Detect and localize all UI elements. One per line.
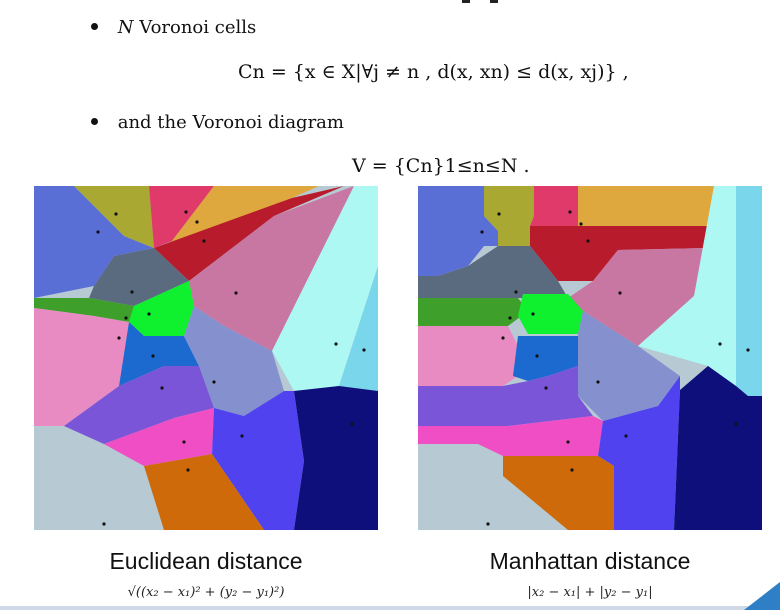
- voronoi-cell: [294, 386, 378, 530]
- slide-corner-accent: [744, 582, 780, 610]
- site-points: [96, 210, 366, 526]
- voronoi-cell: [34, 186, 154, 298]
- voronoi-cell: [418, 246, 568, 298]
- voronoi-cell: [736, 186, 762, 396]
- bullet-voronoi-cells: N Voronoi cells: [91, 16, 256, 40]
- voronoi-cell: [578, 311, 680, 421]
- euclidean-voronoi-diagram: [34, 186, 378, 530]
- voronoi-cell: [64, 366, 214, 444]
- voronoi-cell: [484, 186, 534, 246]
- voronoi-cell: [184, 306, 284, 416]
- voronoi-cell: [89, 248, 189, 306]
- voronoi-cell: [129, 281, 194, 336]
- manhattan-formula: |x₂ − x₁| + |y₂ − y₁|: [527, 585, 653, 600]
- voronoi-cell: [530, 186, 578, 226]
- voronoi-cell: [189, 186, 354, 351]
- euclidean-caption: Euclidean distance: [109, 548, 303, 574]
- voronoi-cell: [530, 226, 710, 281]
- bullet-dot: [91, 117, 98, 125]
- voronoi-cell: [418, 416, 603, 456]
- voronoi-cell: [119, 322, 199, 386]
- voronoi-cell: [272, 186, 378, 391]
- site-points: [480, 210, 750, 526]
- top-mark: [490, 0, 498, 3]
- voronoi-cell: [34, 298, 134, 322]
- slide-footer-bar: [0, 606, 780, 610]
- top-mark: [462, 0, 470, 3]
- bullet-dot: [91, 22, 98, 30]
- voronoi-cell: [74, 186, 154, 248]
- voronoi-cell: [144, 454, 264, 530]
- voronoi-cell: [418, 326, 518, 386]
- voronoi-cell: [104, 408, 214, 466]
- voronoi-cell: [149, 186, 214, 248]
- voronoi-cell: [34, 308, 129, 426]
- voronoi-cell: [418, 298, 528, 326]
- manhattan-voronoi-diagram: [418, 186, 762, 530]
- voronoi-cell: [339, 266, 378, 391]
- voronoi-cell: [503, 456, 614, 530]
- voronoi-cell: [598, 376, 680, 530]
- diagram-equation: V = {Cn}1≤n≤N .: [352, 155, 530, 177]
- voronoi-cell: [674, 366, 762, 530]
- voronoi-cell: [518, 294, 583, 334]
- bullet-voronoi-diagram: and the Voronoi diagram: [91, 111, 344, 135]
- voronoi-cell: [513, 336, 578, 381]
- voronoi-cell: [578, 186, 714, 226]
- manhattan-caption: Manhattan distance: [489, 548, 691, 574]
- voronoi-cell: [568, 248, 706, 346]
- voronoi-cell: [638, 186, 762, 386]
- bullet-text: and the Voronoi diagram: [117, 112, 344, 133]
- diagram-equation-text: V = {Cn}1≤n≤N .: [352, 155, 530, 177]
- voronoi-cell: [212, 391, 304, 530]
- voronoi-cell: [418, 366, 593, 426]
- voronoi-cell: [418, 186, 498, 276]
- bullet-symbol: N: [117, 17, 134, 38]
- bullet-text: Voronoi cells: [139, 17, 257, 38]
- cell-equation: Cn = {x ∈ X|∀j ≠ n , d(x, xn) ≤ d(x, xj)…: [238, 61, 629, 83]
- euclidean-formula: √((x₂ − x₁)² + (y₂ − y₁)²): [127, 585, 285, 600]
- voronoi-cell: [154, 186, 344, 281]
- cell-equation-text: Cn = {x ∈ X|∀j ≠ n , d(x, xn) ≤ d(x, xj)…: [238, 61, 629, 83]
